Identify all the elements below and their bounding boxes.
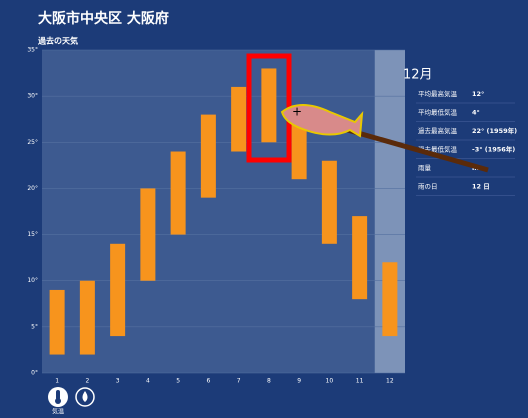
drop-icon [82, 391, 88, 402]
panel-label: 平均最低気温 [418, 108, 458, 117]
range-bar [79, 280, 95, 355]
x-tick-label: 9 [297, 378, 301, 385]
panel-value: -3° (1956年) [472, 145, 515, 154]
range-bar [140, 188, 156, 281]
info-panel: 12月 平均最高気温 12° 平均最低気温 4° 過去最高気温 22° (1959年) 過去… [403, 68, 517, 196]
panel-label: 過去最高気温 [418, 126, 458, 135]
x-tick-label: 8 [267, 378, 271, 385]
y-tick-label: 0° [31, 370, 38, 377]
y-tick-label: 5° [31, 323, 38, 330]
fish-cursor: + [280, 104, 489, 173]
header-title: 大阪市中央区 大阪府 [38, 10, 169, 27]
plot-area [42, 50, 405, 373]
x-tick-label: 3 [116, 378, 120, 385]
panel-label: 雨の日 [418, 183, 438, 191]
x-tick-label: 1 [55, 378, 59, 385]
y-tick-label: 10° [27, 277, 38, 284]
range-bar [352, 216, 368, 300]
range-bar [321, 160, 337, 244]
footer-label: 気温 [52, 408, 64, 416]
panel-value: 12° [472, 90, 484, 98]
panel-value: 22° (1959年) [472, 126, 517, 135]
x-tick-label: 5 [176, 378, 180, 385]
thermometer-bulb [55, 398, 61, 404]
y-tick-label: 35° [27, 47, 38, 54]
range-bar [170, 151, 186, 235]
y-tick-label: 15° [27, 231, 38, 238]
thermometer-icon [56, 390, 60, 400]
range-bar [200, 114, 216, 198]
x-tick-label: 4 [146, 378, 150, 385]
x-tick-label: 12 [386, 378, 394, 385]
panel-value: 4° [472, 109, 480, 117]
chart-title: 過去の天気 [37, 36, 78, 46]
rain-button[interactable] [75, 387, 95, 407]
panel-value: 12 日 [472, 183, 490, 191]
svg-text:+: + [292, 105, 302, 119]
range-bar [49, 289, 65, 355]
range-bar [261, 68, 277, 143]
y-tick-label: 25° [27, 139, 38, 146]
x-tick-label: 10 [326, 378, 334, 385]
panel-label: 平均最高気温 [418, 89, 458, 98]
y-tick-label: 20° [27, 185, 38, 192]
x-tick-label: 6 [206, 378, 210, 385]
y-tick-label: 30° [27, 93, 38, 100]
x-tick-label: 2 [85, 378, 89, 385]
range-bar [110, 243, 126, 337]
panel-title: 12月 [403, 68, 433, 83]
panel-label: 雨量 [418, 164, 432, 172]
x-tick-label: 11 [356, 378, 364, 385]
x-tick-label: 7 [237, 378, 241, 385]
range-bar [382, 262, 398, 337]
panel-label: 過去最低気温 [418, 145, 458, 154]
range-bar [231, 86, 247, 152]
